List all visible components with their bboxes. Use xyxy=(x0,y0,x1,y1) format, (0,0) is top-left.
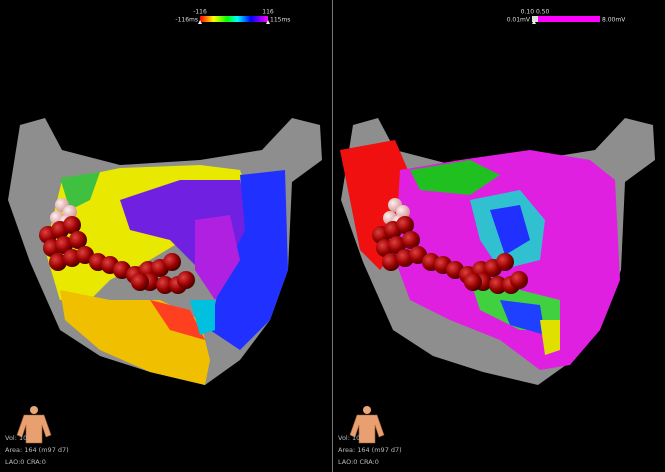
lesion-marker xyxy=(163,253,181,271)
map-patch xyxy=(190,300,215,335)
orientation-icon xyxy=(349,406,385,444)
colorbar xyxy=(532,16,538,22)
colorbar-label: 0.01mV xyxy=(507,17,531,24)
lesion-marker xyxy=(489,276,507,294)
colorbar-label: -116 xyxy=(193,9,207,16)
colorbar-label: 8.00mV xyxy=(602,17,626,24)
info-text: Vol: 10 xyxy=(338,434,360,442)
lesion-marker xyxy=(510,271,528,289)
info-block: Vol: 10 Area: 164 (m97 d7) LAO:0 CRA:0 xyxy=(338,406,402,466)
map-patch xyxy=(410,160,500,195)
icon-body xyxy=(16,414,52,444)
map-patch xyxy=(150,300,205,340)
colorbar-label: 115ms xyxy=(270,17,290,24)
info-block: Vol: 10 Area: 164 (m97 d7) LAO:0 CRA:0 xyxy=(5,406,69,466)
lesion-marker xyxy=(382,253,400,271)
ablation-lesions xyxy=(372,198,528,294)
lesion-marker xyxy=(396,216,414,234)
icon-head xyxy=(363,406,371,414)
colorbar-label: -116ms xyxy=(175,17,198,24)
map-patch xyxy=(60,172,100,210)
map-patch xyxy=(195,215,240,300)
map-patch xyxy=(500,300,545,335)
lesion-marker xyxy=(388,236,406,254)
info-text: Area: 164 (m97 d7) xyxy=(5,446,69,454)
colorbar xyxy=(200,16,268,22)
map-patch xyxy=(210,170,288,350)
left-panel: -116 -116ms 116 115ms xyxy=(8,9,322,385)
map-patch xyxy=(490,205,530,255)
colorbar xyxy=(538,16,600,22)
icon-head xyxy=(30,406,38,414)
info-text: Vol: 10 xyxy=(5,434,27,442)
lesion-marker xyxy=(69,231,87,249)
lesion-marker xyxy=(464,273,482,291)
info-text: LAO:0 CRA:0 xyxy=(338,458,379,466)
lesion-marker xyxy=(131,273,149,291)
colorbar-marker xyxy=(532,20,536,24)
lesion-marker xyxy=(156,276,174,294)
icon-body xyxy=(349,414,385,444)
ablation-lesions xyxy=(39,198,195,294)
lesion-marker xyxy=(63,216,81,234)
colorbar-label: 0.10 0.50 xyxy=(521,9,550,16)
orientation-icon xyxy=(16,406,52,444)
lesion-marker xyxy=(49,253,67,271)
colorbar-label: 116 xyxy=(262,9,274,16)
lesion-marker xyxy=(55,236,73,254)
map-patch xyxy=(540,320,560,355)
lesion-marker xyxy=(402,231,420,249)
info-text: LAO:0 CRA:0 xyxy=(5,458,46,466)
info-text: Area: 164 (m97 d7) xyxy=(338,446,402,454)
lesion-marker xyxy=(496,253,514,271)
right-panel: 0.10 0.50 0.01mV 8.00mV xyxy=(340,9,655,385)
lesion-marker xyxy=(177,271,195,289)
